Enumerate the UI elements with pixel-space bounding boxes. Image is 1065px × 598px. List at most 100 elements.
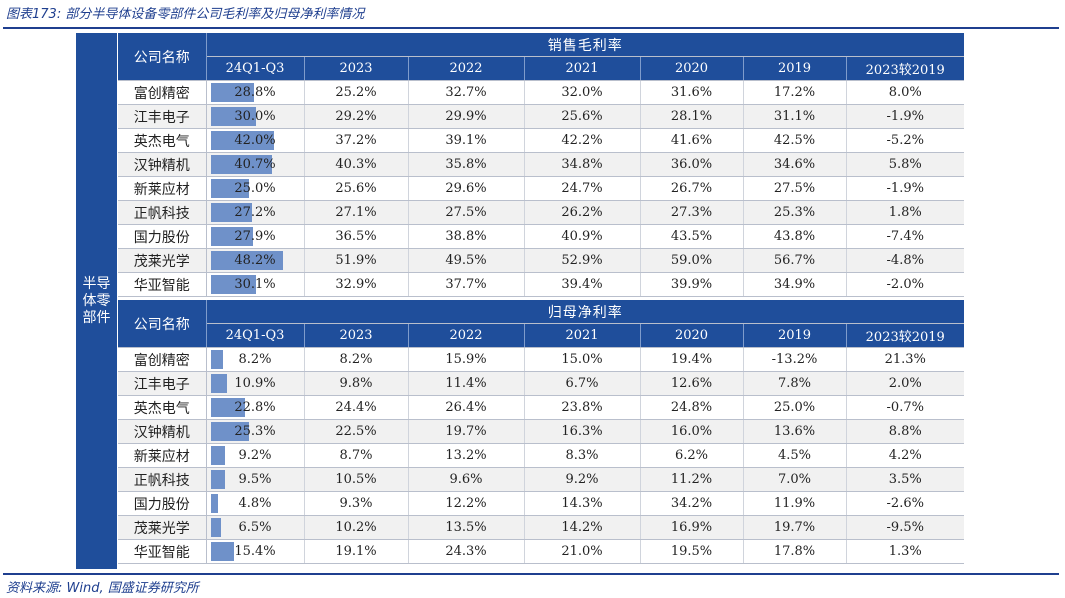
value-cell: 25.3% — [743, 200, 847, 225]
value-cell: 42.5% — [743, 128, 847, 153]
data-bar — [210, 446, 225, 465]
value-cell: 22.5% — [304, 419, 409, 444]
value-cell: 21.0% — [524, 539, 641, 564]
value-label: 40.7% — [234, 157, 276, 172]
value-cell: 26.2% — [524, 200, 641, 225]
company-name: 汉钟精机 — [118, 152, 207, 177]
latest-value-cell: 40.7% — [206, 152, 305, 177]
table-row: 国力股份 27.9% 36.5% 38.8% 40.9% 43.5% 43.8% -7.4% — [118, 224, 964, 249]
company-name: 正帆科技 — [118, 200, 207, 225]
value-label: 25.0% — [234, 181, 276, 196]
table-row: 富创精密 8.2% 8.2% 15.9% 15.0% 19.4% -13.2% 21.3% — [118, 347, 964, 372]
table-row: 汉钟精机 40.7% 40.3% 35.8% 34.8% 36.0% 34.6% 5.8% — [118, 152, 964, 177]
gross-margin-body: 公司名称 销售毛利率 24Q1-Q3 2023 2022 2021 2020 2019 2023… — [118, 33, 964, 297]
value-cell: 8.7% — [304, 443, 409, 468]
value-label: 48.2% — [234, 253, 276, 268]
value-cell: 49.5% — [408, 248, 525, 273]
value-cell: 27.3% — [640, 200, 744, 225]
value-label: 10.9% — [234, 376, 276, 391]
latest-value-cell: 48.2% — [206, 248, 305, 273]
table-row: 茂莱光学 48.2% 51.9% 49.5% 52.9% 59.0% 56.7% -4.8% — [118, 248, 964, 273]
value-cell: 14.3% — [524, 491, 641, 516]
latest-value-cell: 4.8% — [206, 491, 305, 516]
value-cell: 40.9% — [524, 224, 641, 249]
value-label: 25.3% — [234, 424, 276, 439]
value-cell: 25.6% — [524, 104, 641, 129]
value-cell: 26.7% — [640, 176, 744, 201]
value-label: 9.2% — [238, 448, 272, 463]
value-cell: 36.0% — [640, 152, 744, 177]
value-cell: 34.6% — [743, 152, 847, 177]
value-cell: 16.9% — [640, 515, 744, 540]
value-cell: 3.5% — [846, 467, 964, 492]
value-label: 22.8% — [234, 400, 276, 415]
value-cell: 32.7% — [408, 80, 525, 105]
column-header: 2019 — [743, 323, 847, 348]
value-cell: -2.6% — [846, 491, 964, 516]
latest-value-cell: 6.5% — [206, 515, 305, 540]
value-cell: 8.0% — [846, 80, 964, 105]
value-cell: 17.2% — [743, 80, 847, 105]
value-label: 8.2% — [238, 352, 272, 367]
latest-value-cell: 8.2% — [206, 347, 305, 372]
table-row: 正帆科技 9.5% 10.5% 9.6% 9.2% 11.2% 7.0% 3.5% — [118, 467, 964, 492]
value-cell: 14.2% — [524, 515, 641, 540]
net-column-header-row: 24Q1-Q3 2023 2022 2021 2020 2019 2023较2019 — [118, 323, 964, 348]
value-cell: 8.8% — [846, 419, 964, 444]
value-cell: 16.0% — [640, 419, 744, 444]
data-bar — [210, 398, 245, 417]
value-cell: 38.8% — [408, 224, 525, 249]
company-name: 英杰电气 — [118, 128, 207, 153]
data-bar — [210, 251, 283, 270]
value-cell: 16.3% — [524, 419, 641, 444]
column-header: 24Q1-Q3 — [206, 56, 305, 81]
table-row: 茂莱光学 6.5% 10.2% 13.5% 14.2% 16.9% 19.7% -9.5% — [118, 515, 964, 540]
value-cell: 23.8% — [524, 395, 641, 420]
column-header: 2020 — [640, 323, 744, 348]
value-cell: 37.7% — [408, 272, 525, 297]
value-cell: 27.1% — [304, 200, 409, 225]
value-cell: 41.6% — [640, 128, 744, 153]
company-name: 正帆科技 — [118, 467, 207, 492]
value-cell: 21.3% — [846, 347, 964, 372]
company-name-header: 公司名称 — [118, 33, 207, 81]
value-cell: 5.8% — [846, 152, 964, 177]
value-cell: 43.8% — [743, 224, 847, 249]
value-cell: 39.9% — [640, 272, 744, 297]
company-name: 新莱应材 — [118, 443, 207, 468]
value-cell: 4.2% — [846, 443, 964, 468]
data-bar — [210, 107, 256, 126]
value-cell: 7.8% — [743, 371, 847, 396]
net-header-row: 公司名称 归母净利率 — [118, 300, 964, 348]
data-bar — [210, 179, 249, 198]
value-cell: 27.5% — [408, 200, 525, 225]
value-cell: 37.2% — [304, 128, 409, 153]
source-note: 资料来源: Wind, 国盛证券研究所 — [6, 581, 199, 596]
data-bar — [210, 203, 252, 222]
value-cell: 6.7% — [524, 371, 641, 396]
company-name: 英杰电气 — [118, 395, 207, 420]
latest-value-cell: 10.9% — [206, 371, 305, 396]
value-cell: 1.3% — [846, 539, 964, 564]
value-cell: 9.8% — [304, 371, 409, 396]
value-cell: 19.7% — [743, 515, 847, 540]
value-cell: -5.2% — [846, 128, 964, 153]
column-header: 24Q1-Q3 — [206, 323, 305, 348]
value-cell: 25.2% — [304, 80, 409, 105]
value-cell: 35.8% — [408, 152, 525, 177]
value-cell: 13.2% — [408, 443, 525, 468]
company-name: 富创精密 — [118, 347, 207, 372]
value-label: 6.5% — [238, 520, 272, 535]
table-row: 正帆科技 27.2% 27.1% 27.5% 26.2% 27.3% 25.3% 1.8% — [118, 200, 964, 225]
value-cell: -0.7% — [846, 395, 964, 420]
latest-value-cell: 30.1% — [206, 272, 305, 297]
value-cell: 36.5% — [304, 224, 409, 249]
company-name: 茂莱光学 — [118, 515, 207, 540]
data-bar — [210, 83, 254, 102]
value-cell: 9.6% — [408, 467, 525, 492]
value-cell: 34.9% — [743, 272, 847, 297]
value-cell: 8.2% — [304, 347, 409, 372]
table-row: 国力股份 4.8% 9.3% 12.2% 14.3% 34.2% 11.9% -2.6% — [118, 491, 964, 516]
data-bar — [210, 494, 218, 513]
gross-column-header-row: 24Q1-Q3 2023 2022 2021 2020 2019 2023较2019 — [118, 56, 964, 81]
